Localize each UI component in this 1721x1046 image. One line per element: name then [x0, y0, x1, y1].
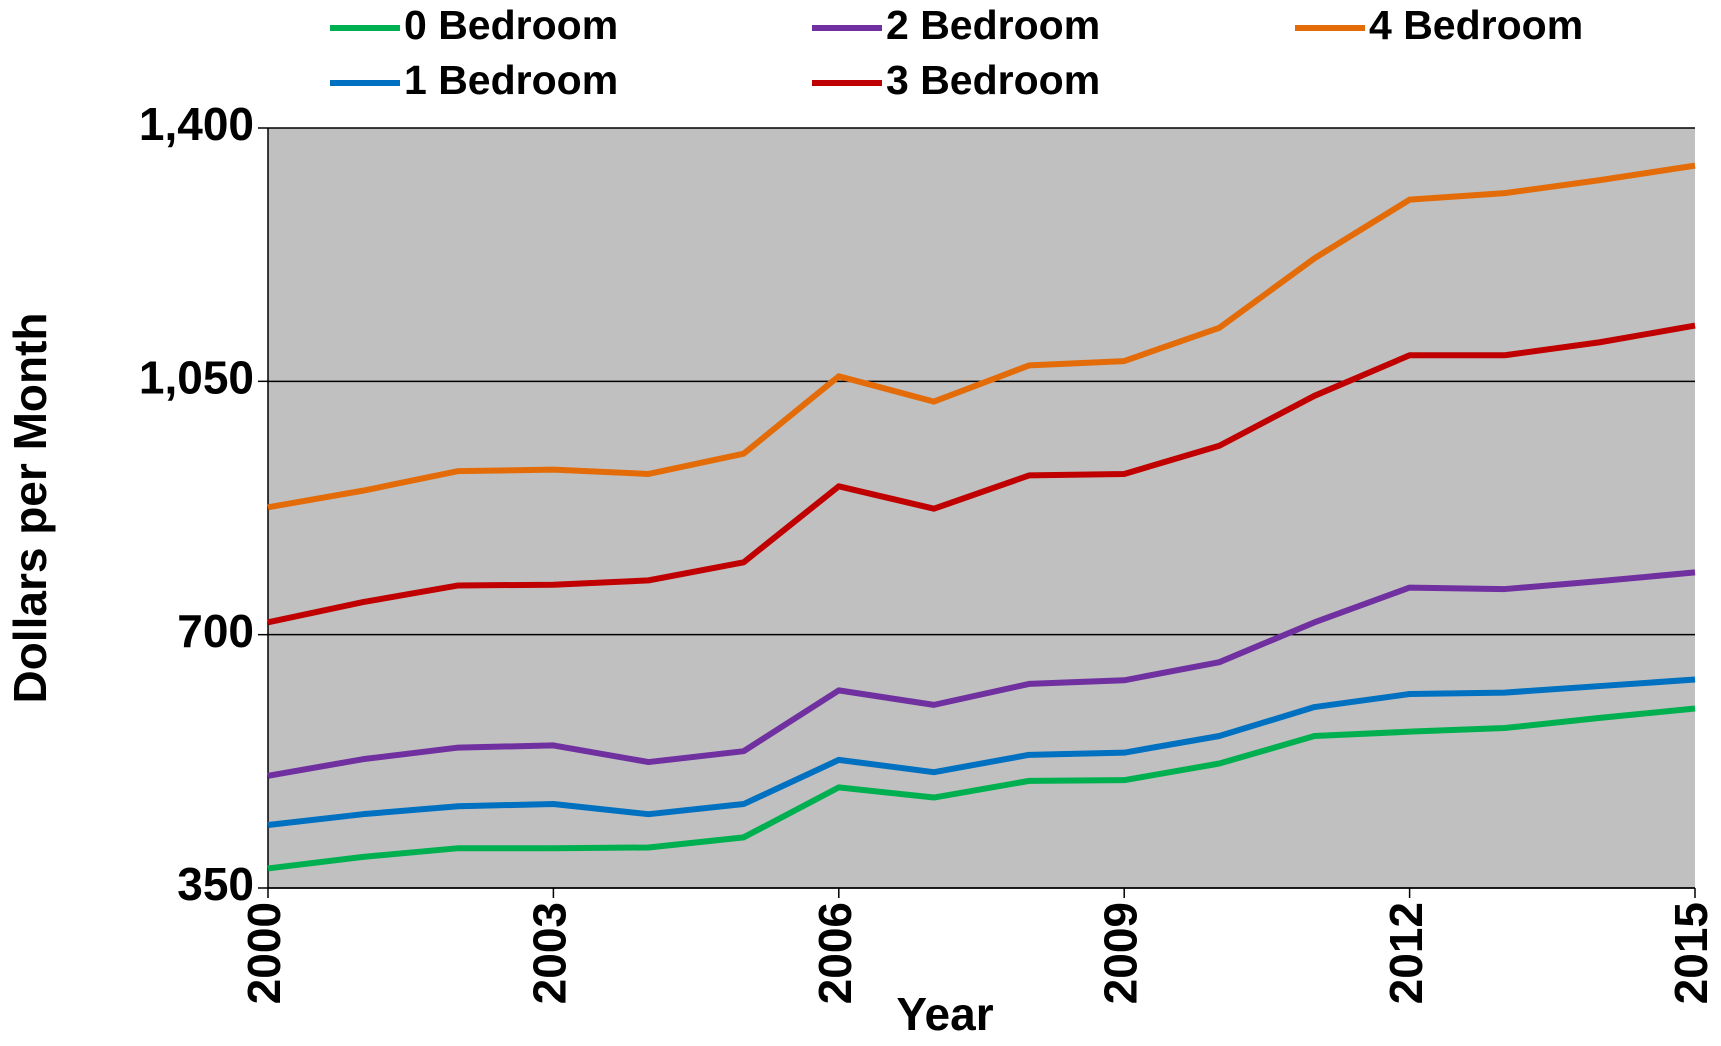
x-tick-label: 2006	[809, 902, 861, 1004]
y-axis-label: Dollars per Month	[4, 312, 56, 703]
series-line	[267, 705, 1696, 872]
legend-label: 4 Bedroom	[1369, 2, 1583, 48]
x-tick-label: 2009	[1094, 902, 1146, 1004]
plot-area	[268, 128, 1695, 888]
x-tick-label: 2003	[524, 902, 576, 1004]
x-tick-label: 2015	[1665, 902, 1717, 1004]
x-axis-label: Year	[896, 988, 993, 1040]
y-tick-label: 350	[177, 858, 254, 910]
y-tick-label: 1,050	[139, 351, 254, 403]
y-tick-label: 1,400	[139, 98, 254, 150]
series-line	[267, 162, 1696, 511]
series-line	[267, 569, 1696, 779]
y-tick-label: 700	[177, 605, 254, 657]
legend-label: 1 Bedroom	[404, 57, 618, 103]
legend-label: 0 Bedroom	[404, 2, 618, 48]
x-tick-label: 2000	[238, 902, 290, 1004]
legend-label: 3 Bedroom	[886, 57, 1100, 103]
legend-label: 2 Bedroom	[886, 2, 1100, 48]
x-tick-label: 2012	[1380, 902, 1432, 1004]
series-line	[267, 676, 1696, 829]
series-line	[267, 322, 1696, 626]
